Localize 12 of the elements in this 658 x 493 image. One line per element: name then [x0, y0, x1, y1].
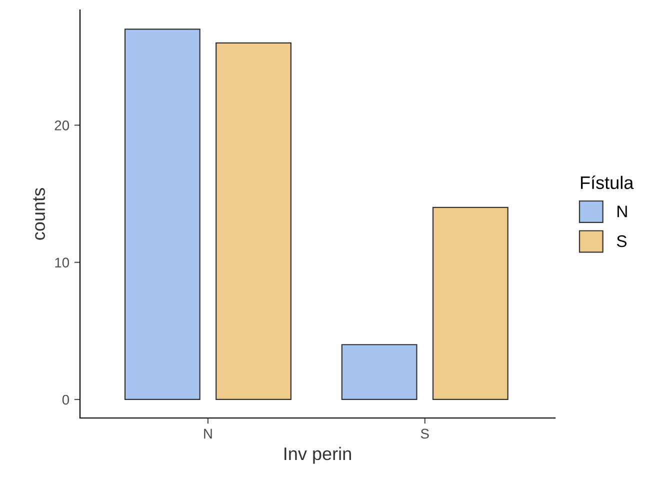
bar [216, 42, 292, 400]
y-axis-title: counts [33, 188, 46, 240]
bar [432, 206, 508, 400]
y-tick-label: 10 [55, 258, 70, 268]
y-tick-label: 20 [54, 120, 70, 130]
y-tick-label: 0 [62, 394, 70, 405]
legend-title: Fístula [580, 176, 634, 190]
legend-label: N [618, 206, 627, 218]
x-axis-title: Inv perin [284, 446, 351, 464]
legend-label: S [616, 235, 627, 248]
bar [124, 28, 200, 400]
bar [341, 344, 418, 400]
